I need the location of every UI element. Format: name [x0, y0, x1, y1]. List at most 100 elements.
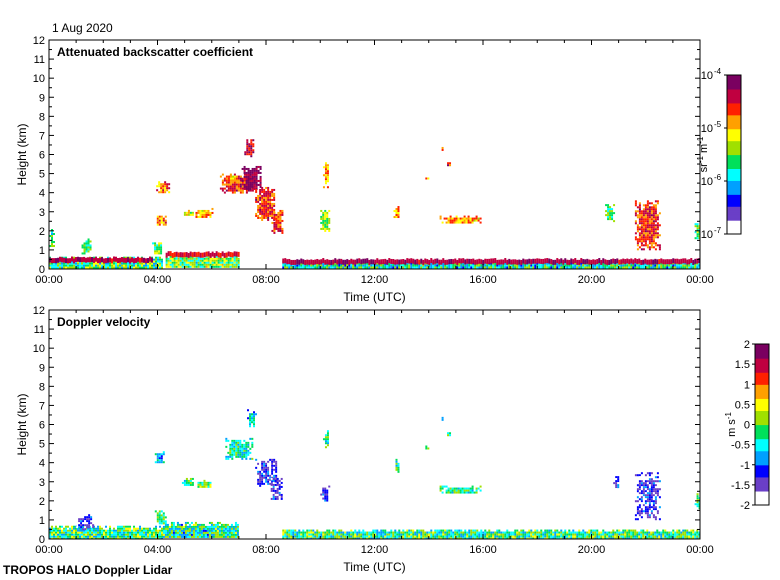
data-pixel [605, 204, 608, 207]
data-pixel [480, 531, 483, 534]
data-pixel [113, 260, 115, 263]
data-pixel [298, 266, 301, 269]
data-pixel [237, 443, 240, 446]
data-pixel [496, 531, 499, 534]
data-pixel [478, 537, 481, 539]
data-pixel [656, 224, 659, 227]
data-pixel [235, 455, 238, 458]
data-pixel [129, 531, 131, 534]
data-pixel [456, 264, 459, 267]
data-pixel [239, 187, 242, 190]
data-pixel [235, 441, 238, 444]
data-pixel [680, 264, 683, 267]
data-pixel [247, 441, 250, 444]
data-pixel [279, 227, 282, 230]
data-pixel [88, 526, 91, 529]
data-pixel [412, 533, 415, 536]
data-pixel [294, 537, 297, 539]
data-pixel [235, 189, 238, 192]
data-pixel [89, 535, 91, 538]
data-pixel [668, 537, 671, 539]
data-pixel [151, 531, 153, 534]
data-pixel [243, 165, 246, 168]
data-pixel [508, 531, 511, 534]
data-pixel [282, 533, 285, 536]
data-pixel [271, 198, 274, 201]
data-pixel [227, 265, 230, 268]
data-pixel [251, 173, 254, 176]
data-pixel [640, 234, 643, 237]
data-pixel [166, 189, 169, 192]
data-pixel [214, 523, 217, 526]
data-pixel [257, 204, 260, 207]
cloud-base-pixel [366, 258, 369, 264]
data-pixel [201, 211, 204, 214]
data-pixel [223, 257, 226, 260]
data-pixel [271, 216, 274, 219]
data-pixel [160, 461, 163, 464]
data-pixel [686, 264, 689, 267]
data-pixel [676, 535, 679, 538]
data-pixel [188, 531, 191, 534]
data-pixel [107, 533, 109, 536]
data-pixel [83, 537, 85, 539]
data-pixel [91, 537, 93, 539]
data-pixel [692, 266, 695, 269]
data-pixel [652, 210, 655, 213]
data-pixel [175, 255, 178, 258]
data-pixel [300, 266, 303, 269]
data-pixel [364, 531, 367, 534]
data-pixel [638, 202, 641, 205]
data-pixel [420, 529, 423, 532]
data-pixel [465, 221, 468, 224]
data-pixel [198, 529, 201, 532]
data-pixel [630, 533, 633, 536]
data-pixel [81, 244, 84, 247]
data-pixel [536, 531, 539, 534]
cloud-base-pixel [143, 257, 145, 263]
data-pixel [644, 222, 647, 225]
data-pixel [576, 535, 579, 538]
cloud-base-pixel [504, 258, 507, 264]
data-pixel [73, 266, 75, 269]
data-pixel [434, 537, 437, 539]
data-pixel [117, 525, 119, 528]
data-pixel [248, 147, 251, 150]
data-pixel [233, 255, 236, 258]
data-pixel [644, 214, 647, 217]
data-pixel [656, 531, 659, 534]
data-pixel [127, 537, 129, 539]
y-axis-label: Height (km) [15, 123, 29, 185]
data-pixel [147, 537, 149, 539]
data-pixel [688, 533, 691, 536]
data-pixel [648, 220, 651, 223]
data-pixel [342, 537, 345, 539]
data-pixel [426, 535, 429, 538]
data-pixel [338, 533, 341, 536]
cloud-base-pixel [542, 258, 545, 264]
cloud-base-pixel [115, 256, 117, 262]
data-pixel [247, 183, 250, 186]
data-pixel [672, 262, 675, 265]
data-pixel [620, 533, 623, 536]
data-pixel [456, 535, 459, 538]
data-pixel [618, 537, 621, 539]
data-pixel [592, 529, 595, 532]
data-pixel [522, 537, 525, 539]
data-pixel [322, 217, 325, 220]
cloud-base-pixel [426, 259, 429, 265]
data-pixel [197, 481, 200, 484]
data-pixel [269, 198, 272, 201]
data-pixel [382, 529, 385, 532]
data-pixel [468, 537, 471, 539]
data-pixel [275, 213, 278, 216]
data-pixel [234, 527, 237, 530]
data-pixel [608, 533, 611, 536]
data-pixel [588, 264, 591, 267]
data-pixel [395, 212, 398, 215]
cloud-base-pixel [195, 252, 198, 258]
data-pixel [656, 226, 659, 229]
data-pixel [326, 170, 329, 173]
cloud-base-pixel [628, 259, 631, 265]
data-pixel [694, 531, 697, 534]
